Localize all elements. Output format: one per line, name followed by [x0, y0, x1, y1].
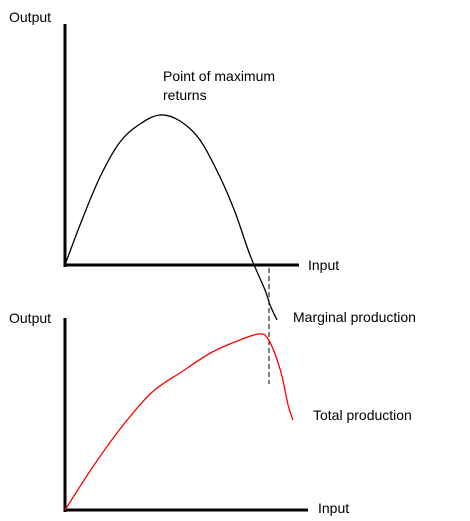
total-production-series-label: Total production: [313, 407, 412, 423]
maximum-returns-annotation-line-2: returns: [163, 87, 207, 103]
bottom-chart-y-axis-label: Output: [9, 310, 51, 326]
top-chart-y-axis-label: Output: [9, 9, 51, 25]
maximum-returns-annotation: Point of maximum returns: [163, 68, 279, 103]
marginal-production-series-label: Marginal production: [293, 309, 416, 325]
marginal-production-chart: Output Input Point of maximum returns Ma…: [9, 9, 416, 325]
marginal-production-line: [64, 114, 278, 321]
total-production-chart: Output Input Total production: [9, 310, 412, 516]
bottom-chart-x-axis-label: Input: [318, 500, 349, 516]
top-chart-x-axis-label: Input: [308, 257, 339, 273]
maximum-returns-annotation-line-1: Point of maximum: [163, 68, 275, 84]
total-production-line: [64, 333, 294, 511]
